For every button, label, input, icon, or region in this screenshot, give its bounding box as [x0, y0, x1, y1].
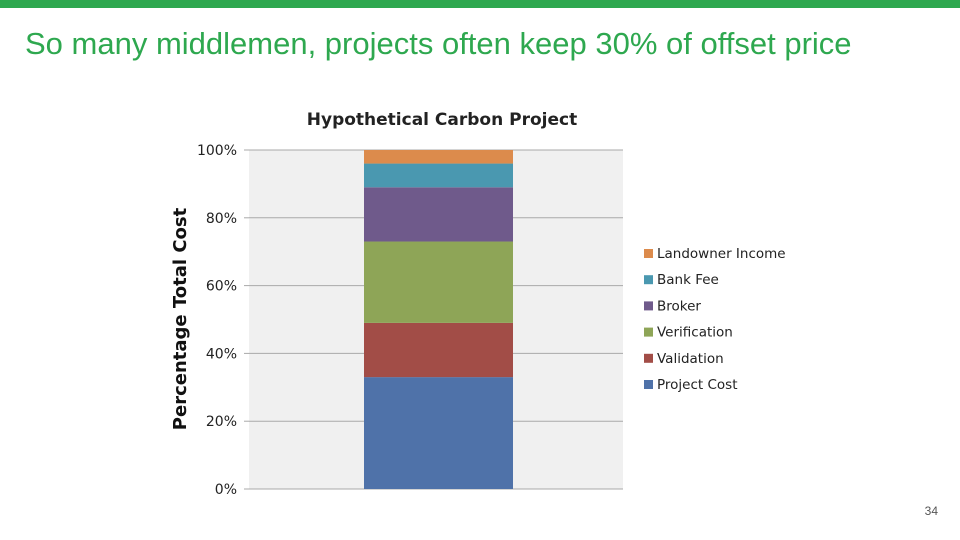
legend-item-label: Verification	[657, 325, 733, 341]
legend-swatch	[644, 249, 653, 258]
legend-item-label: Bank Fee	[657, 272, 719, 288]
legend-swatch	[644, 327, 653, 337]
y-axis-label: Percentage Total Cost	[170, 207, 191, 430]
bar-stack	[364, 150, 513, 489]
legend-swatch	[644, 380, 653, 389]
slide-title: So many middlemen, projects often keep 3…	[25, 26, 852, 61]
bar-segment-validation	[364, 322, 513, 378]
y-tick-label: 40%	[206, 346, 237, 362]
legend-item-label: Validation	[657, 351, 724, 367]
y-tick-label: 100%	[197, 143, 237, 159]
bar-segment-bank-fee	[364, 163, 513, 188]
y-tick-label: 0%	[215, 482, 237, 498]
bar-segment-broker	[364, 187, 513, 242]
chart-title: Hypothetical Carbon Project	[307, 110, 577, 130]
bar-segment-project-cost	[364, 377, 513, 489]
bar-segment-verification	[364, 241, 513, 323]
legend-swatch	[644, 353, 653, 363]
y-tick-label: 80%	[206, 211, 237, 227]
top-accent-bar	[0, 0, 960, 8]
y-axis-ticks: 0% 20% 40% 60% 80% 100%	[197, 143, 249, 498]
page-number: 34	[924, 504, 938, 518]
bar-segment-landowner-income	[364, 150, 513, 164]
y-tick-label: 20%	[206, 414, 237, 430]
y-tick-label: 60%	[206, 279, 237, 295]
legend: Landowner Income Bank Fee Broker Verificati…	[644, 246, 786, 393]
legend-swatch	[644, 275, 653, 285]
legend-item-label: Landowner Income	[657, 246, 786, 262]
legend-item-label: Broker	[657, 298, 701, 314]
legend-item-label: Project Cost	[657, 377, 738, 393]
legend-swatch	[644, 301, 653, 311]
